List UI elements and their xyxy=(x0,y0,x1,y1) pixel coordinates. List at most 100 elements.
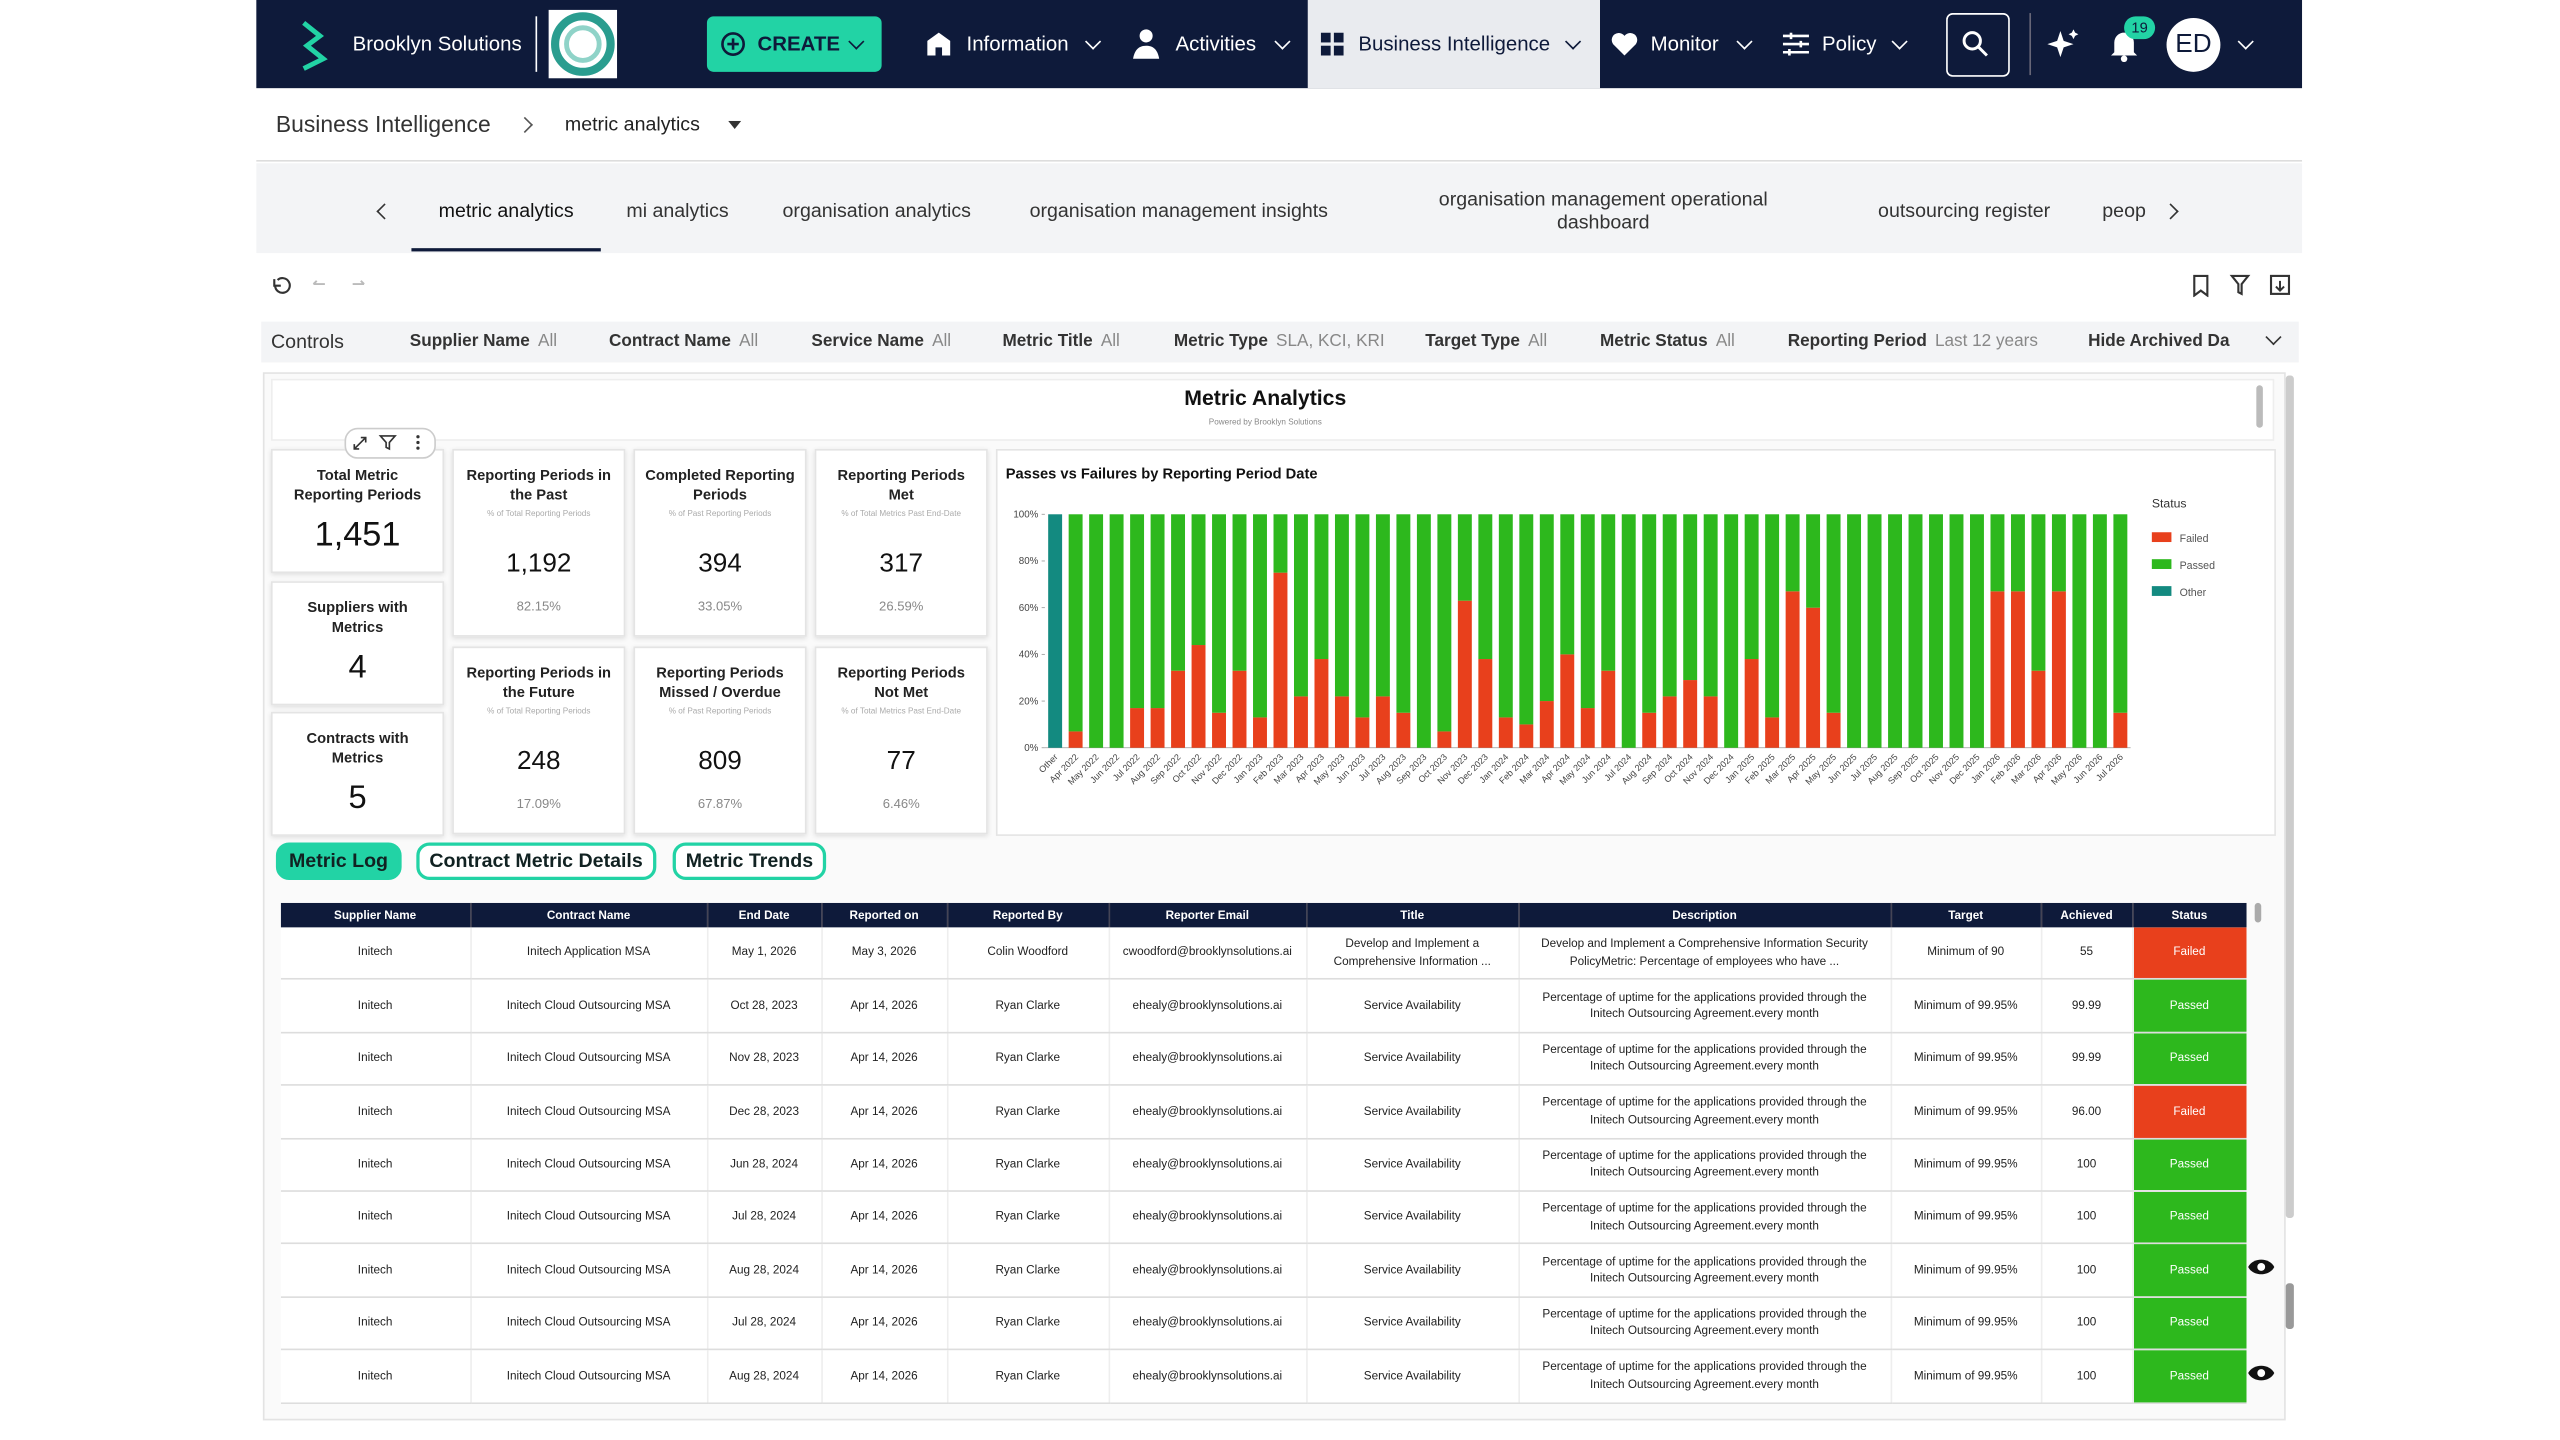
status-cell: Passed xyxy=(2132,1296,2247,1351)
bar-segment xyxy=(1191,645,1206,748)
tab[interactable]: metric analytics xyxy=(438,199,574,223)
view-icon[interactable] xyxy=(2247,1363,2276,1383)
filter[interactable]: Reporting Period Last 12 years xyxy=(1788,331,2038,351)
status-cell: Passed xyxy=(2132,1243,2247,1298)
table-cell: Jun 28, 2024 xyxy=(706,1138,823,1192)
bar-segment xyxy=(1457,600,1472,748)
table-cell: Ryan Clarke xyxy=(946,1138,1110,1192)
kpi-title: Completed Reporting Periods xyxy=(645,466,795,503)
kpi-title: Total Metric Reporting Periods xyxy=(293,466,422,503)
kpi-note: % of Total Metrics Past End-Date xyxy=(841,509,962,520)
toolbar-icons[interactable] xyxy=(2191,274,2292,298)
filter[interactable]: Contract Name All xyxy=(609,331,758,351)
card-tool-icons[interactable] xyxy=(353,434,428,451)
filter[interactable]: Metric Type SLA, KCI, KRI xyxy=(1174,331,1385,351)
breadcrumb-root[interactable]: Business Intelligence xyxy=(275,111,491,138)
bar-segment xyxy=(1150,514,1165,709)
bar-segment xyxy=(1068,731,1083,748)
bar-segment xyxy=(1253,717,1267,748)
tab[interactable]: mi analytics xyxy=(626,199,729,223)
avatar[interactable]: ED xyxy=(2166,17,2221,72)
bar-segment xyxy=(1293,514,1308,697)
filter[interactable]: Hide Archived Da xyxy=(2088,331,2229,351)
breadcrumb-current[interactable]: metric analytics xyxy=(564,112,700,136)
tab[interactable]: organisation management insights xyxy=(1029,199,1328,223)
bar-segment xyxy=(1375,514,1390,697)
bar-segment xyxy=(1990,514,2005,592)
table-cell: Initech Cloud Outsourcing MSA xyxy=(470,1296,708,1351)
kpi-title: Contracts with Metrics xyxy=(306,729,409,766)
tab[interactable]: peop xyxy=(2102,199,2146,223)
filter[interactable]: Supplier Name All xyxy=(410,331,557,351)
table-cell: Develop and Implement a Comprehensive In… xyxy=(1518,927,1892,981)
table-row: Initech Initech Cloud Outsourcing MSA Nov … xyxy=(280,1032,2247,1087)
filter-value: All xyxy=(1100,331,1120,352)
tab-button[interactable]: Contract Metric Details xyxy=(416,842,656,880)
scrollbar xyxy=(2285,375,2294,1218)
column-header: Reported on xyxy=(821,902,948,928)
search-button[interactable] xyxy=(1946,13,2010,77)
filter[interactable]: Metric Title All xyxy=(1002,331,1119,351)
table-cell: Initech Cloud Outsourcing MSA xyxy=(470,1138,708,1192)
table-cell: Minimum of 99.95% xyxy=(1890,1190,2042,1245)
menu-item[interactable]: Information xyxy=(966,32,1069,56)
table-cell: Initech xyxy=(280,1032,472,1087)
table-cell: ehealy@brooklynsolutions.ai xyxy=(1108,1085,1307,1139)
view-icon[interactable] xyxy=(2247,1257,2276,1277)
scrollbar xyxy=(2254,902,2262,923)
undo-redo[interactable] xyxy=(269,274,367,297)
chart-title: Passes vs Failures by Reporting Period D… xyxy=(1006,466,1318,482)
kpi-card: Total Metric Reporting Periods 1,451 xyxy=(271,448,445,574)
table-cell: Apr 14, 2026 xyxy=(821,1138,948,1192)
menu-item[interactable]: Monitor xyxy=(1650,32,1719,56)
filter-value: All xyxy=(538,331,558,352)
table-cell: Service Availability xyxy=(1306,1190,1520,1245)
bar-segment xyxy=(1396,514,1411,713)
table-cell: ehealy@brooklynsolutions.ai xyxy=(1108,1138,1307,1192)
bar-segment xyxy=(1191,514,1206,646)
bar-segment xyxy=(1334,514,1349,697)
tab-button[interactable]: Metric Log xyxy=(275,842,402,880)
controls-bar xyxy=(261,321,2299,363)
table-cell: Ryan Clarke xyxy=(946,1190,1110,1245)
bar-segment xyxy=(1601,670,1616,748)
column-header: Reporter Email xyxy=(1108,902,1307,928)
table-row: Initech Initech Cloud Outsourcing MSA Aug … xyxy=(280,1349,2247,1404)
menu-item[interactable]: Business Intelligence xyxy=(1358,32,1551,56)
table-cell: 55 xyxy=(2040,927,2134,981)
menu-item[interactable]: Policy xyxy=(1822,32,1877,56)
table-cell: ehealy@brooklynsolutions.ai xyxy=(1108,1296,1307,1351)
table-cell: Initech Cloud Outsourcing MSA xyxy=(470,979,708,1034)
divider xyxy=(2029,13,2032,76)
bar-segment xyxy=(1806,514,1821,608)
table-cell: Initech Cloud Outsourcing MSA xyxy=(470,1349,708,1404)
table-row: Initech Initech Cloud Outsourcing MSA Jun … xyxy=(280,1138,2247,1192)
bar-segment xyxy=(1560,654,1575,748)
bar-segment xyxy=(1334,696,1349,748)
kpi-title: Reporting Periods in the Future xyxy=(466,664,612,701)
column-header: Contract Name xyxy=(470,902,708,928)
legend-swatch xyxy=(2151,532,2172,543)
tab[interactable]: outsourcing register xyxy=(1878,199,2051,223)
tab[interactable]: organisation analytics xyxy=(782,199,971,223)
bar-segment xyxy=(1724,514,1739,748)
filter[interactable]: Service Name All xyxy=(811,331,951,351)
filter[interactable]: Metric Status All xyxy=(1600,331,1735,351)
bar-segment xyxy=(1949,514,1964,748)
table-cell: Minimum of 99.95% xyxy=(1890,1243,2042,1298)
kpi-percent: 67.87% xyxy=(697,796,743,812)
y-tick-label: 0% xyxy=(1024,743,1038,754)
ai-icon[interactable] xyxy=(2047,28,2080,61)
bar-segment xyxy=(1498,717,1513,748)
y-tick-label: 20% xyxy=(1019,696,1039,707)
bar-segment xyxy=(2010,591,2025,748)
tab-button[interactable]: Metric Trends xyxy=(672,842,827,880)
scrollbar-thumb xyxy=(2285,1283,2294,1329)
filter[interactable]: Target Type All xyxy=(1425,331,1547,351)
filter-name: Reporting Period xyxy=(1787,331,1927,352)
column-header: Target xyxy=(1890,902,2042,928)
tab[interactable]: organisation management operational dash… xyxy=(1438,187,1768,234)
menu-item[interactable]: Activities xyxy=(1175,32,1257,56)
kpi-percent: 82.15% xyxy=(516,599,561,614)
column-header: Status xyxy=(2132,902,2247,928)
